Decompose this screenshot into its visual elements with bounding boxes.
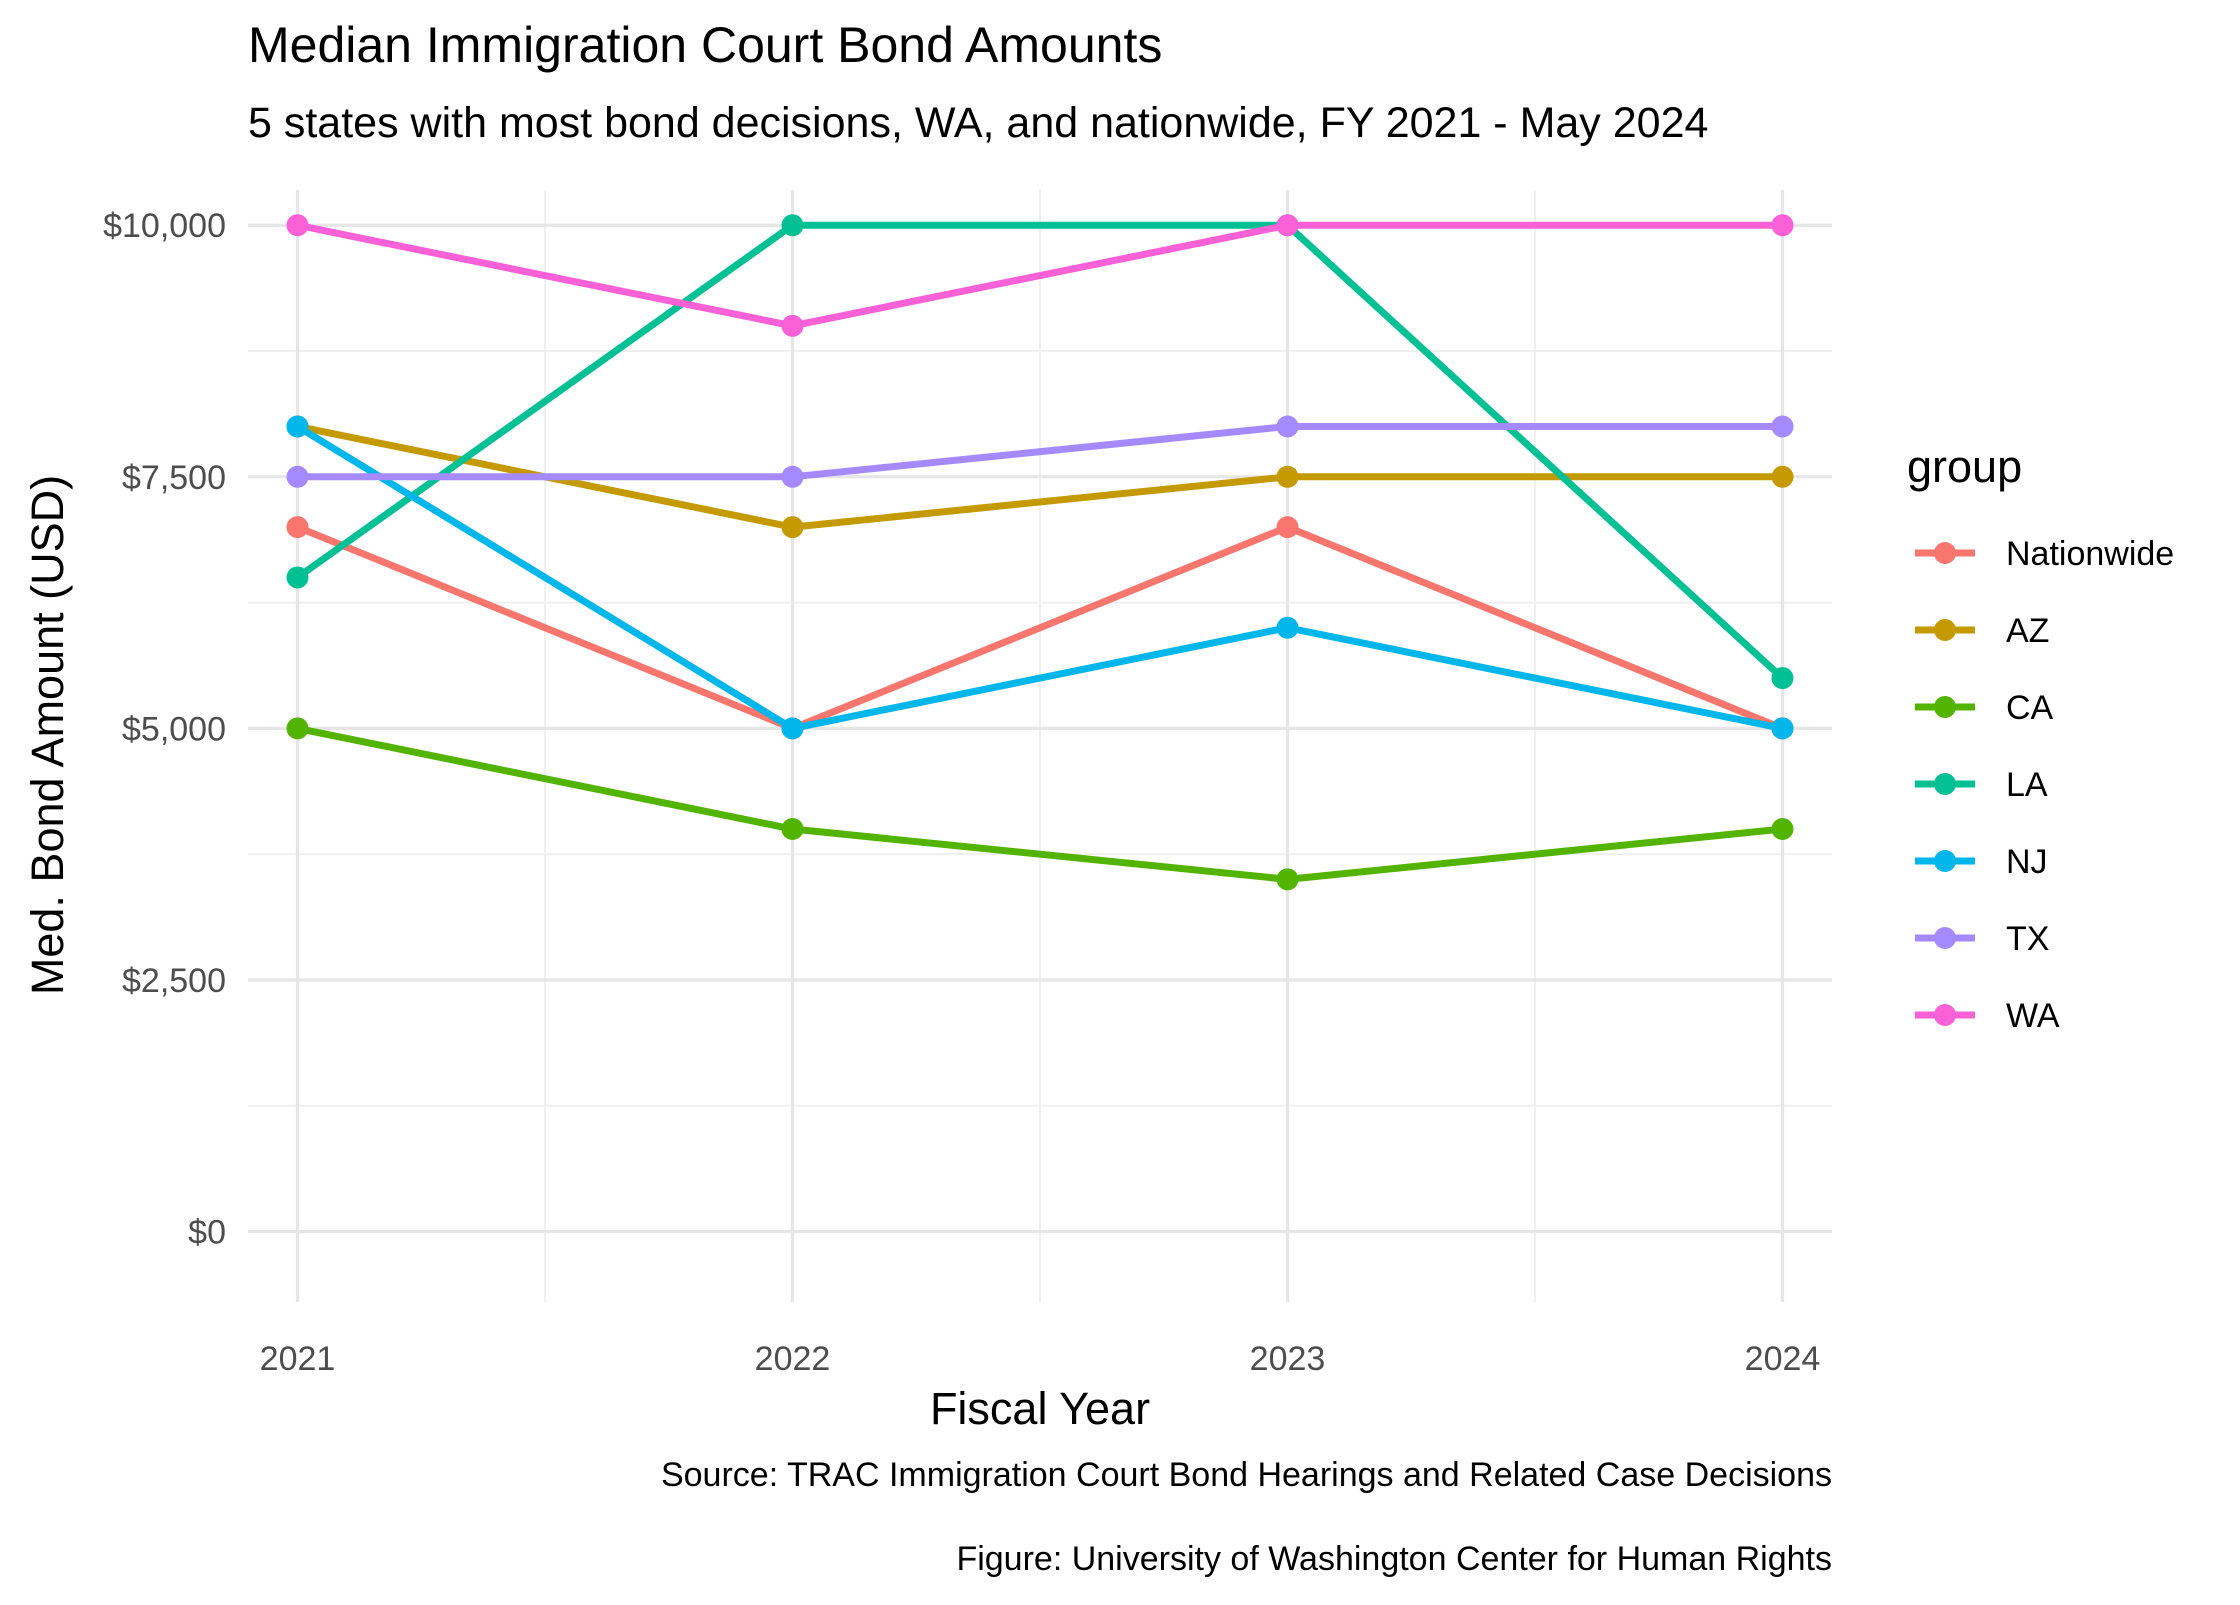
series-line-la [295,221,1785,681]
caption-line: Source: TRAC Immigration Court Bond Hear… [661,1456,1832,1494]
series-line-tx [297,422,1783,481]
series-line-nationwide [296,523,1784,732]
legend-title: group [1907,441,2022,492]
data-point-tx [781,465,804,488]
axes: $0 $2,500 $5,000 $7,500 $10,000 2021 2022 2023 2… [103,207,1820,1378]
legend-label-tx: TX [2006,920,2049,958]
legend-label-nationwide: Nationwide [2006,535,2174,573]
y-tick-label: $2,500 [122,962,226,1000]
data-point-az [781,516,804,539]
data-point-tx [286,465,309,488]
y-tick-label: $10,000 [103,207,226,245]
x-tick-label: 2021 [260,1340,336,1378]
y-tick-label: $0 [188,1214,226,1252]
data-point-az [1771,465,1794,488]
data-point-tx [1276,415,1299,438]
data-point-ca [781,818,804,841]
data-point-nj [1276,616,1299,639]
data-point-ca [1771,818,1794,841]
chart-subtitle: 5 states with most bond decisions, WA, a… [248,99,1708,147]
y-tick-label: $7,500 [122,459,226,497]
data-point-az [1276,465,1299,488]
data-point-ca [1276,868,1299,891]
x-axis-label: Fiscal Year [930,1383,1150,1434]
data-point-nj [1771,717,1794,740]
data-point-la [286,566,309,589]
data-point-la [781,214,804,237]
data-point-nj [781,717,804,740]
grid-lines [248,190,1832,1302]
data-point-nationwide [1276,516,1299,539]
legend-label-la: LA [2006,766,2048,804]
series-lines [286,214,1794,891]
legend-key-point-nj [1934,850,1956,872]
x-tick-label: 2023 [1250,1340,1326,1378]
legend-label-ca: CA [2006,689,2054,727]
x-tick-label: 2022 [755,1340,831,1378]
chart-title: Median Immigration Court Bond Amounts [248,17,1162,73]
series-line-wa [296,221,1783,330]
data-point-nj [286,415,309,438]
y-axis-label: Med. Bond Amount (USD) [22,475,73,995]
data-point-wa [286,214,309,237]
data-point-wa [1276,214,1299,237]
data-point-wa [781,314,804,337]
data-point-ca [286,717,309,740]
y-tick-label: $5,000 [122,710,226,748]
data-point-la [1771,667,1794,690]
caption: Source: TRAC Immigration Court Bond Hear… [661,1456,1832,1578]
legend-label-wa: WA [2006,997,2060,1035]
data-point-nationwide [286,516,309,539]
series-line-nj [295,423,1784,732]
data-point-wa [1771,214,1794,237]
data-point-tx [1771,415,1794,438]
legend-key-point-az [1934,619,1956,641]
legend-key-point-wa [1934,1004,1956,1026]
legend-label-az: AZ [2006,612,2049,650]
series-line-ca [296,724,1783,883]
legend-key-point-ca [1934,696,1956,718]
legend-key-point-tx [1934,927,1956,949]
legend-key-point-la [1934,773,1956,795]
legend: group Nationwide AZ CA LA NJ TX WA [1907,441,2174,1035]
caption-line: Figure: University of Washington Center … [956,1540,1832,1578]
legend-label-nj: NJ [2006,843,2048,881]
legend-key-point-nationwide [1934,542,1956,564]
x-tick-label: 2024 [1745,1340,1821,1378]
